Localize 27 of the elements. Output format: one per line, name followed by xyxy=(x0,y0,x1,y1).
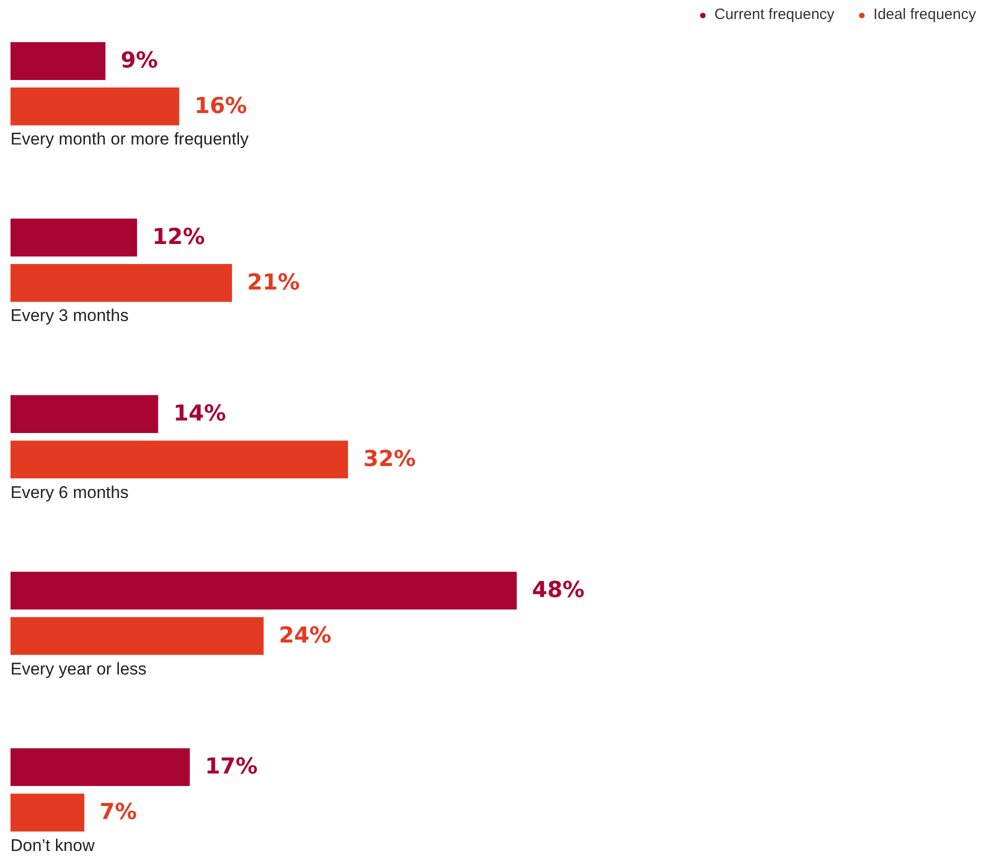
data-label: 7% xyxy=(100,800,137,826)
bar xyxy=(10,794,84,832)
bar xyxy=(10,42,106,80)
y-tick-label: Every year or less xyxy=(10,659,147,678)
data-label: 12% xyxy=(152,225,205,250)
data-label: 21% xyxy=(247,270,300,296)
data-label: 14% xyxy=(173,402,226,427)
y-tick-label: Every 6 months xyxy=(10,482,129,502)
bar xyxy=(10,88,180,126)
data-label: 9% xyxy=(120,48,158,74)
y-tick-label: Don’t know xyxy=(10,836,96,855)
bar xyxy=(10,572,517,610)
bar xyxy=(10,617,264,655)
y-tick-label: Every month or more frequently xyxy=(10,130,250,149)
data-label: 17% xyxy=(204,754,258,780)
bar xyxy=(10,218,138,256)
data-label: 24% xyxy=(278,624,332,649)
bar xyxy=(10,748,190,786)
data-label: 32% xyxy=(363,446,416,472)
data-label: 16% xyxy=(194,94,248,119)
bar xyxy=(10,264,232,302)
data-label: 48% xyxy=(532,578,585,604)
y-tick-label: Every 3 months xyxy=(10,306,129,326)
bar xyxy=(10,395,158,433)
legend-label: Ideal frequency xyxy=(873,6,976,23)
legend-label: Current frequency xyxy=(714,6,834,23)
bar xyxy=(10,440,348,478)
